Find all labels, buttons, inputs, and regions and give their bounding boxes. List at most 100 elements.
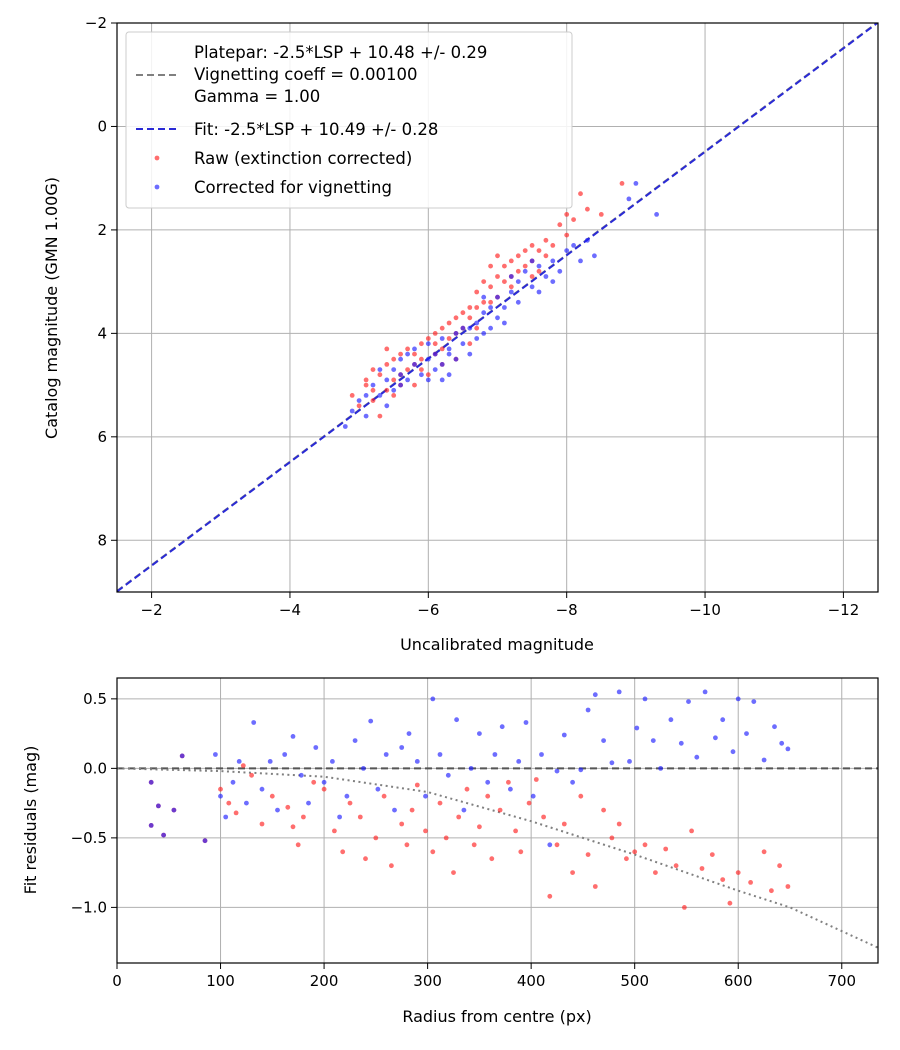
bottom-point-corrected [561,732,567,738]
top-point-corrected [633,181,639,186]
legend: Platepar: -2.5*LSP + 10.48 +/- 0.29 Vign… [125,31,573,209]
bottom-point-corrected [601,738,606,743]
bottom-point-raw [381,793,387,799]
top-point-corrected [377,393,383,398]
bottom-point-corrected [344,793,350,799]
bottom-point-corrected [368,718,374,724]
bottom-point-corrected [321,779,327,785]
bottom-point-corrected [213,752,218,757]
top-point-raw [446,320,452,326]
bottom-point-raw [699,866,705,871]
top-y-axis-label: Catalog magnitude (GMN 1.00G) [42,177,61,439]
top-point-corrected [508,274,514,279]
bottom-point-corrected [337,814,342,820]
bottom-point-raw [233,810,239,816]
top-y-tick-label: 6 [97,428,107,446]
top-fit-lines [117,23,878,592]
top-point-raw [481,279,487,284]
top-point-raw [515,253,521,259]
top-point-raw [495,253,500,259]
bottom-point-corrected [735,696,741,702]
top-point-corrected [363,393,369,398]
bottom-point-corrected [406,731,412,736]
bottom-point-raw [414,782,420,788]
top-y-tick-label: 8 [97,531,107,549]
bottom-point-corrected [156,803,161,809]
bottom-point-raw [513,828,518,834]
bottom-point-corrected [713,735,718,741]
bottom-point-corrected [658,766,663,771]
top-point-corrected [398,382,403,388]
top-point-corrected [550,258,556,264]
bottom-y-tick-label: −0.5 [71,829,107,847]
top-point-raw [550,243,556,248]
bottom-point-raw [332,828,337,834]
top-point-raw [474,325,480,331]
top-point-corrected [405,351,410,357]
top-point-raw [467,341,473,347]
top-point-corrected [495,315,500,321]
top-point-corrected [550,279,556,284]
bottom-point-corrected [686,699,691,704]
bottom-point-raw [518,849,524,855]
bottom-point-corrected [751,699,757,704]
bottom-point-raw [404,842,410,848]
bottom-point-raw [430,849,436,855]
bottom-point-corrected [477,731,482,736]
top-point-corrected [467,325,473,331]
bottom-point-raw [477,824,482,830]
bottom-point-corrected [485,779,491,785]
top-point-corrected [529,284,535,290]
top-y-tick-label: 2 [97,221,107,239]
top-point-raw [585,206,590,212]
bottom-point-raw [585,852,591,857]
top-point-raw [515,268,521,274]
bottom-point-raw [373,835,379,841]
top-point-corrected [481,294,487,300]
bottom-point-corrected [702,689,708,695]
bottom-point-raw [642,842,648,848]
bottom-point-raw [489,856,495,862]
bottom-x-tick-label: 600 [724,972,753,990]
bottom-point-raw [423,828,428,834]
top-point-corrected [626,196,632,202]
bottom-x-axis-label: Radius from centre (px) [402,1007,591,1026]
bottom-x-tick-label: 500 [620,972,649,990]
top-point-corrected [425,341,431,347]
top-point-raw [425,336,431,341]
bottom-point-corrected [616,689,622,695]
bottom-line-vignetting-model [117,767,878,949]
bottom-point-corrected [230,779,236,785]
top-point-corrected [405,377,410,383]
bottom-point-raw [295,842,301,848]
bottom-point-corrected [375,786,381,792]
legend-corrected-label: Corrected for vignetting [194,178,392,197]
bottom-point-raw [321,786,327,792]
bottom-point-raw [456,814,462,820]
top-data-points [342,181,659,429]
legend-raw-swatch [154,155,160,161]
top-point-raw [419,367,424,372]
bottom-point-corrected [730,749,736,755]
bottom-point-corrected [298,772,304,778]
calibration-plot: −2 −4 −6 −8 −10 −12 −2 0 2 4 6 8 Uncalibrated magni… [42,14,879,654]
top-point-raw [432,331,438,336]
top-point-corrected [536,263,542,269]
bottom-point-corrected [642,696,648,702]
top-point-corrected [529,258,535,264]
top-point-corrected [439,362,445,367]
top-point-corrected [391,387,397,393]
top-point-corrected [543,274,549,279]
top-point-raw [495,274,500,279]
bottom-y-axis-label: Fit residuals (mag) [21,746,40,895]
bottom-point-raw [240,763,246,768]
bottom-x-tick-label: 0 [112,972,122,990]
top-point-corrected [370,382,376,388]
top-point-raw [522,263,528,269]
legend-corrected-swatch [154,184,160,190]
top-point-raw [377,372,383,378]
bottom-point-corrected [547,842,553,848]
top-point-raw [377,413,383,419]
bottom-point-raw [347,800,353,806]
